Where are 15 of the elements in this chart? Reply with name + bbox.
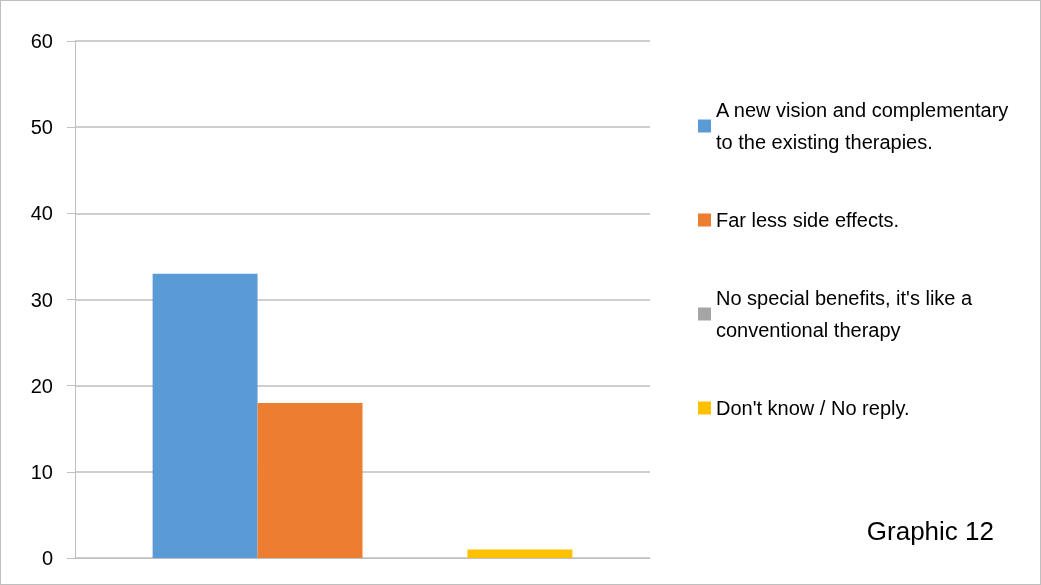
y-tick-label: 50 (30, 116, 53, 139)
text: Graphic 12 (866, 516, 995, 546)
y-tick-label: 20 (30, 374, 53, 397)
bar (152, 273, 258, 558)
y-tick-label: 40 (30, 202, 53, 225)
y-tick-label: 10 (30, 460, 53, 483)
y-tick-label: 30 (30, 288, 53, 311)
y-tick-label: 0 (41, 547, 53, 569)
legend-label: No special benefits, it's like a conventional therapy (716, 287, 978, 341)
legend-label: A new vision and complementary to the existing therapies. (716, 99, 1014, 153)
bar (257, 402, 363, 558)
bar (467, 549, 573, 558)
legend-label: Don't know / No reply. (716, 397, 910, 419)
y-tick-label: 60 (30, 30, 53, 52)
legend-label: Far less side effects. (716, 209, 900, 231)
